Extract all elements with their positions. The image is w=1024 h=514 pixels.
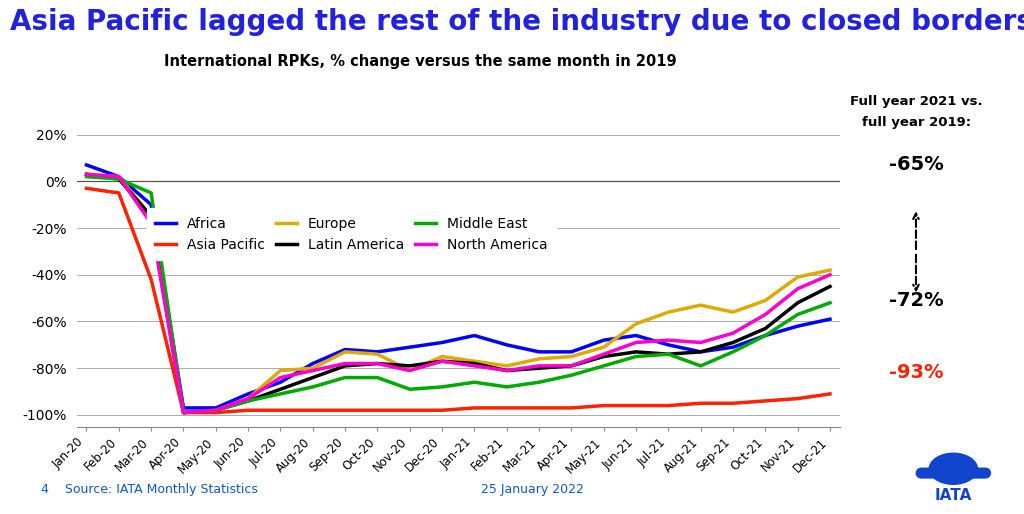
Text: -93%: -93% xyxy=(889,363,944,382)
Text: 4    Source: IATA Monthly Statistics: 4 Source: IATA Monthly Statistics xyxy=(41,483,258,496)
Text: -65%: -65% xyxy=(889,155,944,174)
Text: International RPKs, % change versus the same month in 2019: International RPKs, % change versus the … xyxy=(164,54,676,69)
Text: 25 January 2022: 25 January 2022 xyxy=(481,483,584,496)
Text: Full year 2021 vs.: Full year 2021 vs. xyxy=(850,95,983,108)
Text: -72%: -72% xyxy=(889,291,944,310)
Circle shape xyxy=(928,451,979,486)
Legend: Africa, Asia Pacific, Europe, Latin America, Middle East, North America: Africa, Asia Pacific, Europe, Latin Amer… xyxy=(146,209,556,260)
Text: IATA: IATA xyxy=(935,488,972,503)
Text: Asia Pacific lagged the rest of the industry due to closed borders: Asia Pacific lagged the rest of the indu… xyxy=(10,8,1024,35)
Text: full year 2019:: full year 2019: xyxy=(862,116,971,128)
